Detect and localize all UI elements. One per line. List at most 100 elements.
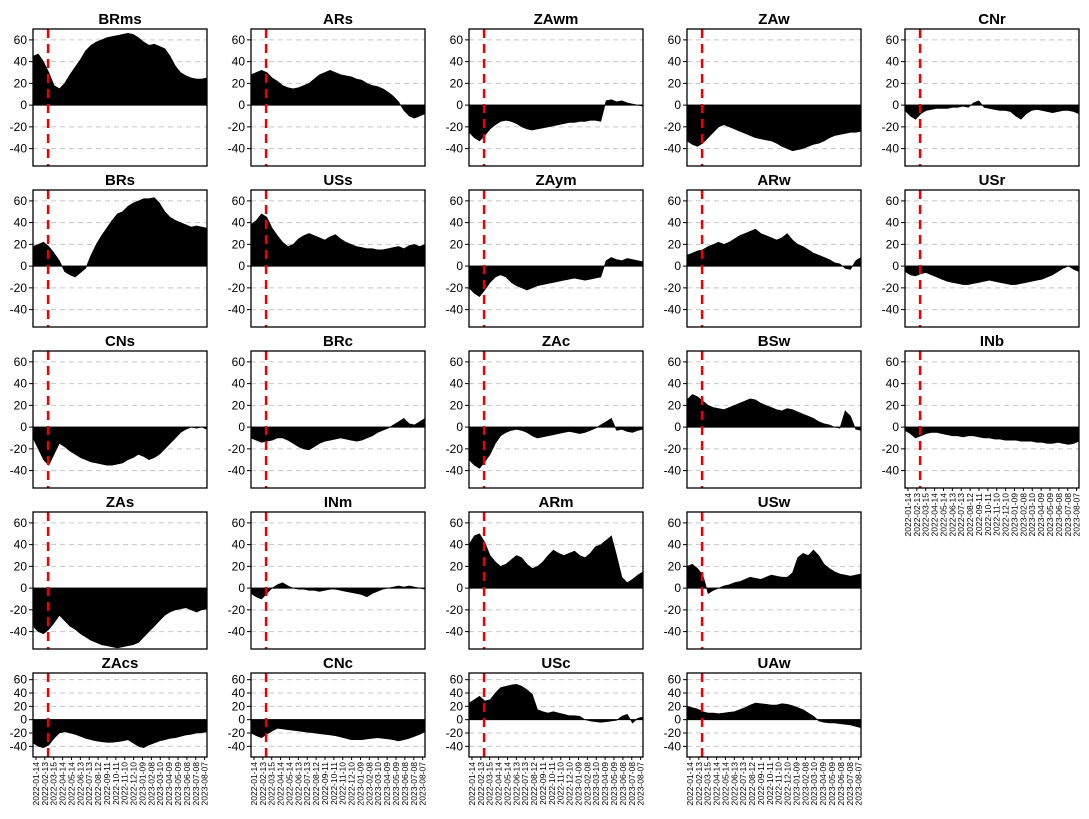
y-tick-label: -40 xyxy=(882,142,900,156)
x-tick-label: 2022-07-13 xyxy=(738,762,748,806)
y-tick-label: -20 xyxy=(446,120,464,134)
panel-title: ZAym xyxy=(535,172,576,189)
x-tick-label: 2022-01-14 xyxy=(903,493,913,537)
x-tick-label: 2022-08-12 xyxy=(747,762,757,806)
y-tick-label: 0 xyxy=(674,420,681,434)
panel-CNc: CNc-40-2002040602022-01-142022-02-132022… xyxy=(228,655,428,805)
area-series xyxy=(468,533,644,589)
area-series xyxy=(686,394,862,431)
x-tick-label: 2023-01-09 xyxy=(1010,493,1020,537)
y-tick-label: -20 xyxy=(10,603,28,617)
y-tick-label: -20 xyxy=(446,442,464,456)
x-tick-label: 2023-02-08 xyxy=(146,762,156,806)
y-tick-label: 0 xyxy=(892,420,899,434)
panel-ARs: ARs -40 -20 0 20 40 60 xyxy=(228,11,426,167)
y-tick-label: 60 xyxy=(886,194,900,208)
panel-title: BRms xyxy=(98,11,141,28)
y-tick-label: 60 xyxy=(668,194,682,208)
y-tick-label: -40 xyxy=(446,303,464,317)
panel-ARm: ARm -40 -20 0 20 40 60 xyxy=(446,494,644,650)
y-tick-label: 20 xyxy=(14,237,28,251)
y-tick-label: 20 xyxy=(14,76,28,90)
y-tick-label: 0 xyxy=(456,713,463,727)
panel-title: ARs xyxy=(323,11,353,28)
y-tick-label: -20 xyxy=(228,603,246,617)
y-tick-label: 20 xyxy=(14,559,28,573)
y-tick-label: 0 xyxy=(456,581,463,595)
y-tick-label: -40 xyxy=(882,464,900,478)
x-tick-label: 2023-03-10 xyxy=(1027,493,1037,537)
area-series xyxy=(32,32,208,106)
y-tick-label: 0 xyxy=(456,98,463,112)
x-tick-label: 2022-05-14 xyxy=(721,762,731,806)
x-tick-label: 2022-02-13 xyxy=(476,762,486,806)
x-tick-label: 2022-11-10 xyxy=(120,762,130,805)
panel-frame xyxy=(32,28,208,167)
y-tick-label: 0 xyxy=(20,420,27,434)
area-series xyxy=(468,683,644,724)
y-tick-label: -20 xyxy=(882,281,900,295)
y-tick-label: -40 xyxy=(664,142,682,156)
y-tick-label: -20 xyxy=(446,281,464,295)
y-tick-label: 60 xyxy=(232,33,246,47)
y-tick-label: 0 xyxy=(238,420,245,434)
panel-title: CNc xyxy=(323,655,353,672)
y-tick-label: 40 xyxy=(886,216,900,230)
y-tick-label: -40 xyxy=(446,625,464,639)
x-tick-label: 2023-04-09 xyxy=(818,762,828,806)
panel-USc: USc-40-2002040602022-01-142022-02-132022… xyxy=(446,655,646,805)
y-tick-label: -20 xyxy=(10,120,28,134)
panel-title: USc xyxy=(541,655,570,672)
y-tick-label: -40 xyxy=(10,464,28,478)
area-series xyxy=(904,426,1080,445)
panel-frame xyxy=(32,189,208,328)
y-tick-label: 20 xyxy=(232,76,246,90)
x-tick-label: 2022-08-12 xyxy=(93,762,103,806)
y-tick-label: 0 xyxy=(674,259,681,273)
x-tick-label: 2022-08-12 xyxy=(965,493,975,537)
panel-frame xyxy=(904,350,1080,489)
y-tick-label: -20 xyxy=(664,442,682,456)
x-tick-label: 2022-09-11 xyxy=(102,762,112,805)
y-tick-label: 20 xyxy=(450,699,464,713)
x-tick-label: 2022-01-14 xyxy=(31,762,41,806)
y-tick-label: -20 xyxy=(228,281,246,295)
y-tick-label: 60 xyxy=(232,673,246,687)
x-tick-label: 2023-01-09 xyxy=(356,762,366,806)
x-tick-label: 2022-12-10 xyxy=(347,762,357,806)
y-tick-label: 40 xyxy=(14,377,28,391)
panel-title: BRc xyxy=(323,333,353,350)
x-tick-label: 2022-11-10 xyxy=(556,762,566,805)
y-tick-label: -20 xyxy=(228,120,246,134)
y-tick-label: 20 xyxy=(232,559,246,573)
panel-frame xyxy=(32,672,208,758)
x-tick-label: 2022-08-12 xyxy=(529,762,539,806)
panel-CNr: CNr -40 -20 0 20 40 60 xyxy=(882,11,1080,167)
y-tick-label: 0 xyxy=(674,98,681,112)
x-tick-label: 2023-04-09 xyxy=(600,762,610,806)
y-tick-label: 0 xyxy=(20,98,27,112)
y-tick-label: -20 xyxy=(228,442,246,456)
x-tick-label: 2022-12-10 xyxy=(1001,493,1011,537)
x-tick-label: 2023-07-08 xyxy=(409,762,419,806)
panel-BRms: BRms -40 -20 0 20 40 60 xyxy=(10,11,208,167)
x-tick-label: 2022-05-14 xyxy=(67,762,77,806)
x-tick-label: 2022-10-11 xyxy=(547,762,557,805)
y-tick-label: 60 xyxy=(668,33,682,47)
panel-frame xyxy=(250,350,426,489)
x-tick-label: 2023-06-08 xyxy=(182,762,192,806)
y-tick-label: -40 xyxy=(228,625,246,639)
y-tick-label: 60 xyxy=(232,355,246,369)
y-tick-label: 20 xyxy=(450,237,464,251)
panel-title: CNr xyxy=(978,11,1006,28)
y-tick-label: -40 xyxy=(10,625,28,639)
x-tick-label: 2023-06-08 xyxy=(1054,493,1064,537)
y-tick-label: 60 xyxy=(14,355,28,369)
x-tick-label: 2023-02-08 xyxy=(582,762,592,806)
x-tick-label: 2022-07-13 xyxy=(956,493,966,537)
y-tick-label: 20 xyxy=(232,237,246,251)
panel-title: ZAwm xyxy=(534,11,579,28)
x-tick-label: 2022-07-13 xyxy=(84,762,94,806)
y-tick-label: 60 xyxy=(232,194,246,208)
x-tick-label: 2022-05-14 xyxy=(285,762,295,806)
